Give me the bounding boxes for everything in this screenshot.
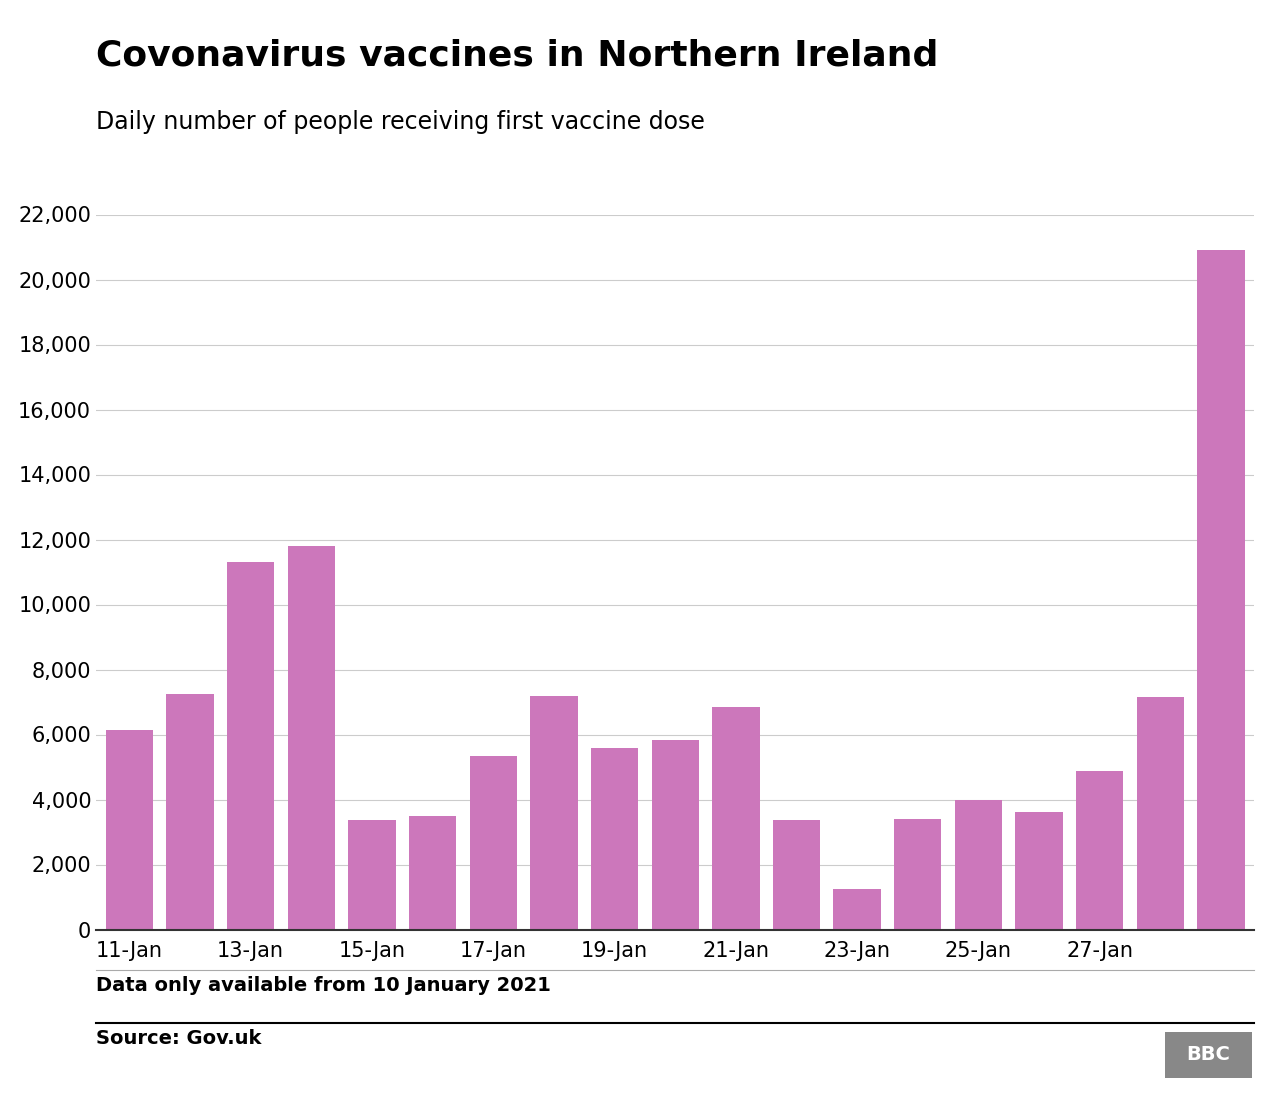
Text: Daily number of people receiving first vaccine dose: Daily number of people receiving first v…	[96, 110, 705, 134]
Bar	[348, 820, 396, 930]
Bar	[408, 816, 456, 930]
Bar	[1137, 697, 1184, 930]
Bar	[470, 756, 517, 930]
Bar	[591, 748, 639, 929]
Text: Data only available from 10 January 2021: Data only available from 10 January 2021	[96, 976, 550, 994]
Bar	[895, 820, 942, 930]
Bar	[955, 800, 1002, 929]
Bar	[166, 694, 214, 930]
Bar	[530, 696, 577, 929]
Bar	[833, 889, 881, 930]
Bar	[773, 820, 820, 930]
Bar	[288, 546, 335, 930]
Bar	[1197, 251, 1244, 930]
Bar	[1015, 812, 1062, 930]
Text: Covonavirus vaccines in Northern Ireland: Covonavirus vaccines in Northern Ireland	[96, 39, 938, 73]
Text: BBC: BBC	[1187, 1045, 1230, 1065]
Bar	[1076, 771, 1124, 929]
Bar	[227, 562, 274, 930]
Bar	[652, 740, 699, 930]
Bar	[712, 707, 759, 930]
Text: Source: Gov.uk: Source: Gov.uk	[96, 1028, 261, 1047]
Bar	[106, 729, 154, 930]
